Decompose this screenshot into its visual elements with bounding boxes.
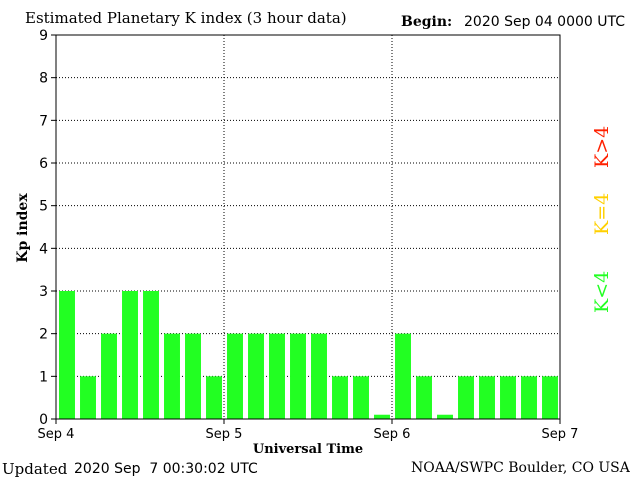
kp-bar xyxy=(353,376,369,419)
kp-bar xyxy=(290,333,306,419)
kp-bar xyxy=(122,291,138,419)
y-tick-label: 6 xyxy=(39,156,48,172)
kp-bar xyxy=(101,333,117,419)
bars xyxy=(59,291,558,419)
begin-label: Begin: xyxy=(401,14,453,30)
chart-title: Estimated Planetary K index (3 hour data… xyxy=(25,9,347,27)
kp-bar xyxy=(59,291,75,419)
kp-bar xyxy=(521,376,537,419)
updated-value: 2020 Sep 7 00:30:02 UTC xyxy=(74,461,258,477)
x-axis-label: Universal Time xyxy=(253,442,363,457)
y-tick-label: 9 xyxy=(39,28,48,44)
kp-bar xyxy=(437,414,453,419)
kp-bar xyxy=(269,333,285,419)
kp-bar xyxy=(416,376,432,419)
x-tick-label: Sep 7 xyxy=(542,427,579,442)
y-ticks: 0 1 2 3 4 5 6 7 8 9 xyxy=(39,28,56,428)
x-tick-label: Sep 4 xyxy=(38,427,75,442)
y-tick-label: 3 xyxy=(39,284,48,300)
y-axis-label: Kp index xyxy=(15,193,31,263)
begin-value: 2020 Sep 04 0000 UTC xyxy=(464,14,626,30)
source-credit: NOAA/SWPC Boulder, CO USA xyxy=(411,460,630,476)
plot-frame xyxy=(55,34,561,420)
kp-bar xyxy=(458,376,474,419)
y-tick-label: 2 xyxy=(39,327,48,343)
kp-bar xyxy=(479,376,495,419)
legend-kp-below-4: K<4 xyxy=(591,270,613,313)
y-tick-label: 0 xyxy=(39,412,48,428)
x-tick-label: Sep 5 xyxy=(206,427,243,442)
kp-bar xyxy=(206,376,222,419)
kp-bar xyxy=(311,333,327,419)
kp-bar xyxy=(332,376,348,419)
y-tick-label: 5 xyxy=(39,199,48,215)
kp-bar xyxy=(80,376,96,419)
kp-bar xyxy=(143,291,159,419)
kp-bar xyxy=(542,376,558,419)
x-tick-label: Sep 6 xyxy=(374,427,411,442)
kp-bar xyxy=(500,376,516,419)
y-tick-label: 8 xyxy=(39,71,48,87)
kp-bar xyxy=(395,333,411,419)
kp-bar xyxy=(185,333,201,419)
grid-lines xyxy=(56,35,560,419)
y-tick-label: 1 xyxy=(39,369,48,385)
kp-bar xyxy=(227,333,243,419)
legend-kp-equals-4: K=4 xyxy=(591,192,613,235)
x-ticks: Sep 4 Sep 5 Sep 6 Sep 7 xyxy=(38,419,579,442)
updated-label: Updated xyxy=(2,460,68,478)
legend-kp-above-4: K>4 xyxy=(591,125,613,168)
kp-bar xyxy=(248,333,264,419)
y-tick-label: 4 xyxy=(39,241,48,257)
kp-bar xyxy=(164,333,180,419)
y-tick-label: 7 xyxy=(39,113,48,129)
kp-bar xyxy=(374,414,390,419)
